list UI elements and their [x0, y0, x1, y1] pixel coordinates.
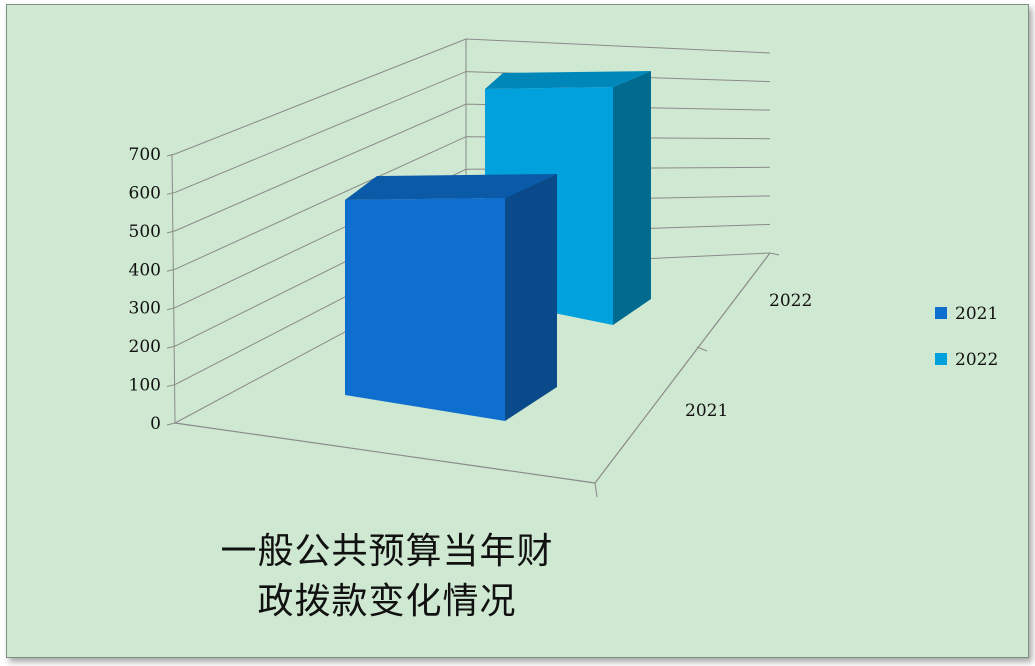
y-tick-label-600: 600: [129, 183, 161, 203]
y-tick-mark-0: [166, 422, 176, 426]
y-tick-mark-600: [166, 191, 176, 195]
bars: [345, 71, 651, 421]
chart-svg: 0 100 200 300 400 500 600 700 2021 2022 2021 2022: [129, 38, 998, 498]
y-tick-labels: 0 100 200 300 400 500 600 700: [129, 145, 161, 434]
y-tick-label-0: 0: [150, 414, 161, 434]
y-tick-mark-700: [166, 153, 176, 157]
y-tick-label-400: 400: [129, 260, 161, 280]
chart-title-line-2: 政拨款变化情况: [257, 581, 517, 622]
legend-label-2021: 2021: [955, 304, 998, 324]
bar-side-2022: [613, 71, 651, 325]
x-category-labels: 2021 2022: [685, 291, 812, 421]
bar-side-2021: [505, 174, 557, 421]
depth-tick-1: [696, 346, 708, 352]
legend-swatch-2021: [935, 307, 947, 319]
y-tick-label-300: 300: [129, 299, 161, 319]
y-tick-label-200: 200: [129, 337, 161, 357]
bar-2021: [345, 174, 557, 421]
x-category-label-2022: 2022: [769, 291, 812, 311]
bar-top-2021: [345, 174, 557, 200]
axes: [166, 39, 780, 498]
y-tick-label-700: 700: [129, 145, 161, 165]
floor-front-edge: [174, 422, 596, 484]
legend-swatch-2022: [935, 353, 947, 365]
chart-title-line-1: 一般公共预算当年财: [220, 531, 554, 572]
chart-frame: 0 100 200 300 400 500 600 700 2021 2022 2021 2022…: [6, 4, 1029, 658]
y-tick-mark-500: [166, 230, 176, 234]
bar-front-2021: [345, 198, 505, 421]
y-tick-mark-100: [166, 384, 176, 388]
bar-top-2022: [485, 71, 651, 89]
depth-tick-0: [594, 482, 598, 498]
gridline-600: [174, 71, 771, 193]
legend: 2021 2022: [935, 304, 998, 370]
x-category-label-2021: 2021: [685, 401, 728, 421]
depth-axis-line: [594, 252, 771, 484]
y-tick-label-500: 500: [129, 222, 161, 242]
depth-tick-2: [769, 252, 780, 256]
chart-title: 一般公共预算当年财 政拨款变化情况: [157, 527, 617, 627]
y-tick-label-100: 100: [129, 376, 161, 396]
y-axis-line: [171, 153, 176, 424]
legend-label-2022: 2022: [955, 350, 998, 370]
